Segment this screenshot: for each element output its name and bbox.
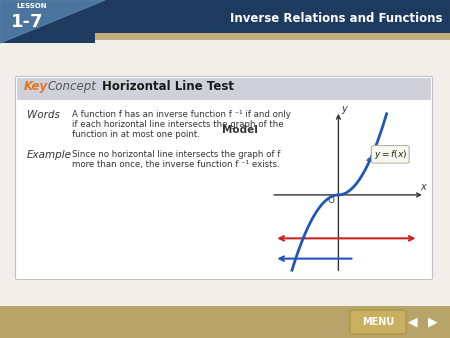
Text: y: y [341,104,347,114]
Text: ◀: ◀ [408,315,418,329]
Text: O: O [328,196,335,205]
Text: Key: Key [24,80,48,93]
Text: Since no horizontal line intersects the graph of f: Since no horizontal line intersects the … [72,150,280,159]
FancyBboxPatch shape [0,0,95,43]
Text: x: x [420,182,426,192]
Polygon shape [0,0,105,43]
Text: Concept: Concept [47,80,96,93]
Text: more than once, the inverse function f ⁻¹ exists.: more than once, the inverse function f ⁻… [72,160,279,169]
Text: Model: Model [222,125,258,135]
FancyBboxPatch shape [0,40,450,308]
Text: Words: Words [27,110,60,120]
Text: MENU: MENU [362,317,394,327]
Text: A function f has an inverse function f ⁻¹ if and only: A function f has an inverse function f ⁻… [72,110,291,119]
FancyBboxPatch shape [0,306,450,338]
Text: LESSON: LESSON [16,3,47,9]
FancyBboxPatch shape [350,310,406,334]
Text: Example: Example [27,150,72,160]
Text: ▶: ▶ [428,315,438,329]
FancyBboxPatch shape [0,0,450,33]
FancyBboxPatch shape [15,76,432,280]
Text: Horizontal Line Test: Horizontal Line Test [102,80,234,93]
Text: Inverse Relations and Functions: Inverse Relations and Functions [230,11,443,24]
Text: if each horizontal line intersects the graph of the: if each horizontal line intersects the g… [72,120,284,129]
Text: function in at most one point.: function in at most one point. [72,130,200,139]
FancyBboxPatch shape [17,78,431,100]
Text: 1-7: 1-7 [11,13,44,31]
Text: $y = f(x)$: $y = f(x)$ [374,148,407,161]
